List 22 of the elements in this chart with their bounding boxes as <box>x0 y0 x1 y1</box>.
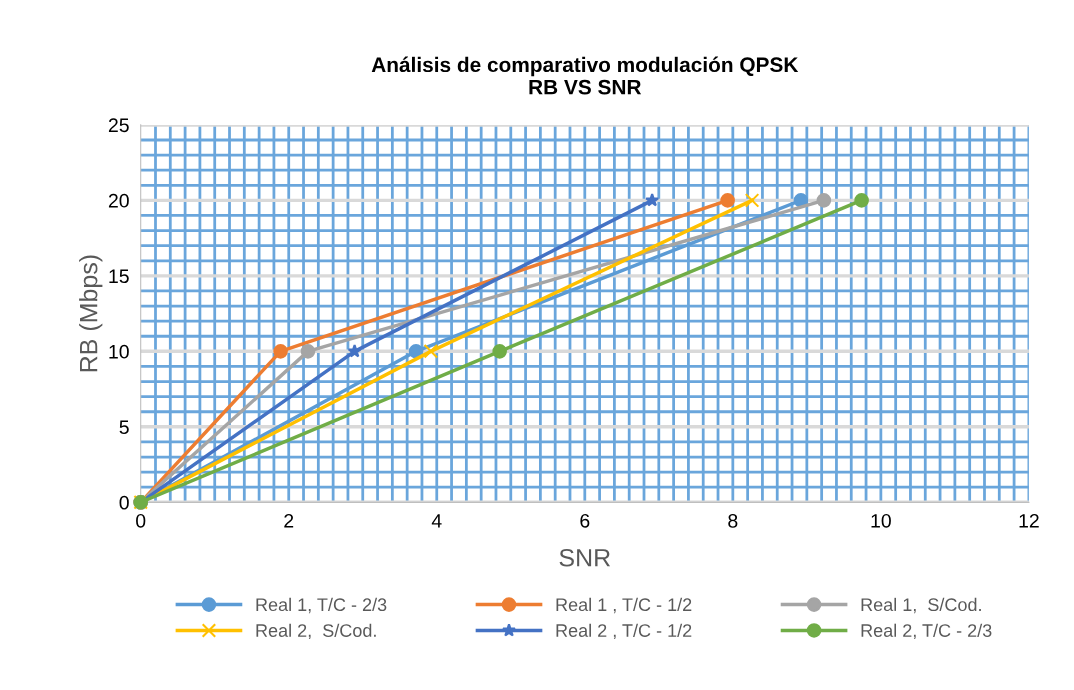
y-tick-label: 15 <box>109 269 129 284</box>
x-tick-label: 2 <box>284 513 294 528</box>
legend-label: Real 1 , T/C - 1/2 <box>556 597 692 614</box>
y-axis-title: RB (Mbps) <box>79 255 103 372</box>
chart-title: Análisis de comparativo modulación QPSK RB VS SNR <box>371 56 799 95</box>
x-tick-label: 0 <box>136 513 146 528</box>
legend-label: Real 1, T/C - 2/3 <box>256 597 387 614</box>
y-tick-label: 20 <box>108 193 129 208</box>
y-tick-label: 10 <box>109 344 129 359</box>
legend-label: Real 2, T/C - 2/3 <box>861 623 992 640</box>
legend-label: Real 2, S/Cod. <box>256 623 376 640</box>
y-tick-label: 5 <box>119 420 129 435</box>
x-axis-title: SNR <box>559 548 611 567</box>
x-tick-label: 8 <box>728 513 738 528</box>
x-tick-label: 10 <box>871 513 891 528</box>
y-tick-label: 0 <box>119 495 129 510</box>
legend-label: Real 1, S/Cod. <box>861 597 981 614</box>
y-tick-label: 25 <box>108 118 129 133</box>
legend-label: Real 2 , T/C - 1/2 <box>556 623 692 640</box>
x-tick-label: 4 <box>431 514 442 528</box>
x-tick-label: 12 <box>1019 513 1039 528</box>
x-tick-label: 6 <box>580 513 590 528</box>
